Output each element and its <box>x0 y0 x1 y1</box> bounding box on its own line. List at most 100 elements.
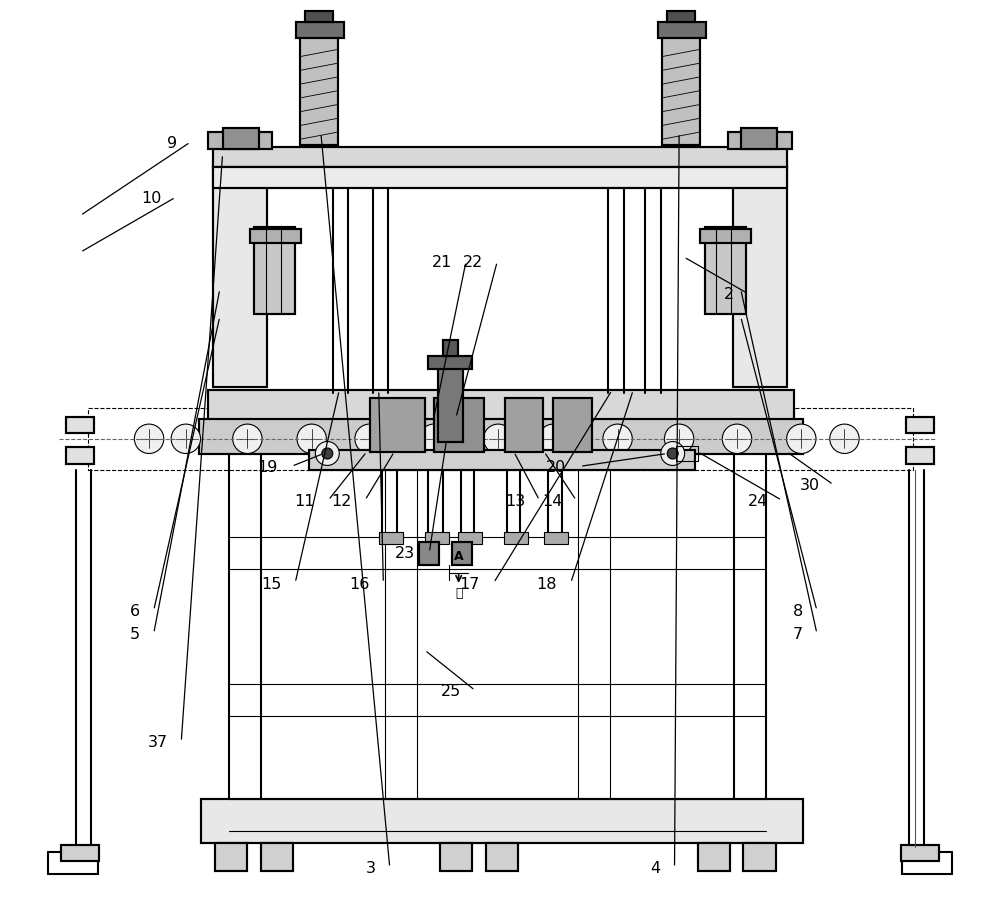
Bar <box>261 843 293 870</box>
Circle shape <box>539 425 568 454</box>
Bar <box>662 38 700 146</box>
Bar <box>743 843 776 870</box>
Bar <box>705 227 746 314</box>
Bar <box>199 420 803 455</box>
Bar <box>208 133 272 150</box>
Bar <box>705 227 746 314</box>
Bar <box>208 391 794 427</box>
Circle shape <box>419 425 449 454</box>
Bar <box>254 227 295 314</box>
Bar <box>667 12 695 23</box>
Text: 17: 17 <box>459 576 480 591</box>
Bar <box>906 417 934 434</box>
Text: 9: 9 <box>167 135 177 151</box>
Bar <box>296 23 344 40</box>
Circle shape <box>661 442 685 466</box>
Bar <box>66 448 94 464</box>
Bar <box>700 230 751 244</box>
Bar <box>676 447 698 461</box>
Text: 3: 3 <box>366 860 376 875</box>
Bar <box>88 408 913 471</box>
Circle shape <box>315 442 339 466</box>
Bar <box>223 130 259 150</box>
Bar <box>906 448 934 464</box>
Circle shape <box>664 425 694 454</box>
Bar <box>901 845 939 861</box>
Bar <box>379 533 403 544</box>
Bar <box>658 23 706 40</box>
Bar <box>208 133 272 150</box>
Text: 10: 10 <box>142 190 162 206</box>
Circle shape <box>483 425 513 454</box>
Bar <box>440 843 472 870</box>
Circle shape <box>134 425 164 454</box>
Bar <box>452 542 472 565</box>
Bar <box>419 542 439 565</box>
Text: 15: 15 <box>261 576 281 591</box>
Bar <box>658 23 706 40</box>
Bar <box>215 843 247 870</box>
Bar <box>728 133 792 150</box>
Text: 37: 37 <box>147 734 167 750</box>
Text: 8: 8 <box>793 604 803 618</box>
Text: 14: 14 <box>542 494 562 508</box>
Bar <box>425 533 449 544</box>
Circle shape <box>787 425 816 454</box>
Bar <box>504 533 528 544</box>
Bar <box>700 230 751 244</box>
Bar <box>733 160 787 388</box>
Bar <box>544 533 568 544</box>
Bar <box>213 167 787 188</box>
Bar <box>309 450 695 471</box>
Bar <box>698 843 730 870</box>
Bar <box>505 399 543 452</box>
Bar <box>61 845 99 861</box>
Bar <box>667 12 695 23</box>
Bar <box>728 133 792 150</box>
Bar <box>309 450 695 471</box>
Text: A: A <box>454 550 463 562</box>
Bar <box>438 368 463 443</box>
Bar <box>698 843 730 870</box>
Bar <box>208 391 794 427</box>
Bar <box>213 148 787 167</box>
Text: 16: 16 <box>349 576 370 591</box>
Text: 向: 向 <box>455 586 462 599</box>
Bar <box>66 417 94 434</box>
Bar <box>438 368 463 443</box>
Text: 5: 5 <box>130 627 140 641</box>
Bar <box>901 845 939 861</box>
Bar <box>486 843 518 870</box>
Bar <box>458 533 482 544</box>
Bar <box>370 399 425 452</box>
Circle shape <box>830 425 859 454</box>
Text: 2: 2 <box>724 287 734 301</box>
Bar <box>434 399 484 452</box>
Bar <box>250 230 301 244</box>
Bar <box>213 160 267 388</box>
Bar <box>741 130 777 150</box>
Bar <box>428 357 472 369</box>
Bar <box>452 542 472 565</box>
Text: 20: 20 <box>546 460 566 474</box>
Text: 6: 6 <box>130 604 140 618</box>
Text: 12: 12 <box>331 494 351 508</box>
Bar <box>434 399 484 452</box>
Bar <box>250 230 301 244</box>
Bar <box>254 227 295 314</box>
Bar <box>486 843 518 870</box>
Circle shape <box>297 425 326 454</box>
Bar <box>505 399 543 452</box>
Text: 4: 4 <box>651 860 661 875</box>
Bar <box>215 843 247 870</box>
Text: 24: 24 <box>748 494 768 508</box>
Bar <box>201 799 803 843</box>
Text: 13: 13 <box>505 494 526 508</box>
Text: 25: 25 <box>441 683 461 698</box>
Bar <box>743 843 776 870</box>
Circle shape <box>355 425 384 454</box>
Bar <box>261 843 293 870</box>
Bar <box>662 38 700 146</box>
Circle shape <box>603 425 632 454</box>
Bar <box>553 399 592 452</box>
